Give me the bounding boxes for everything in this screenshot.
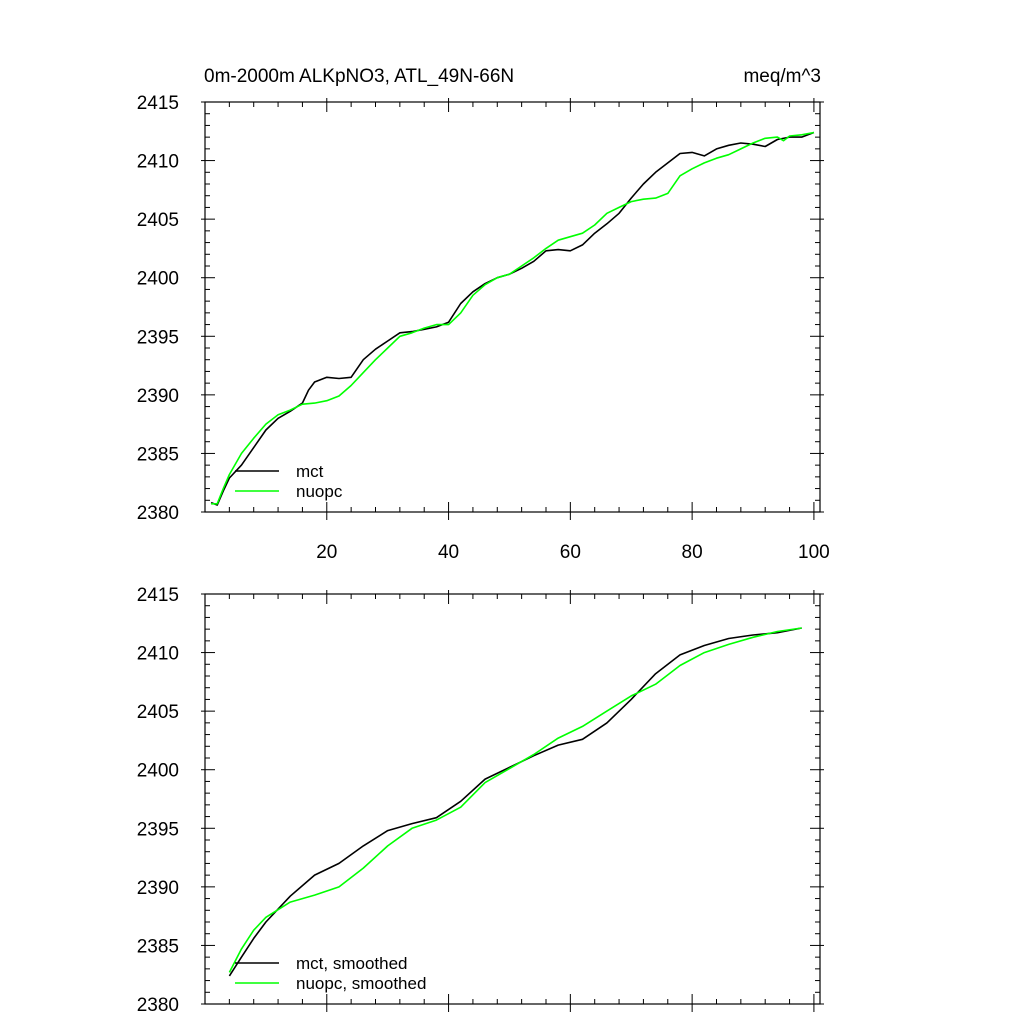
legend-label: mct: [296, 462, 324, 481]
y-tick-label: 2400: [137, 761, 179, 782]
series-line-1: [228, 627, 802, 973]
y-tick-label: 2415: [137, 585, 179, 606]
x-tick-label: 40: [438, 542, 459, 563]
series-line-1: [211, 131, 815, 505]
y-tick-label: 2405: [137, 702, 179, 723]
chart-title: 0m-2000m ALKpNO3, ATL_49N-66N: [204, 66, 514, 87]
x-tick-label: 100: [798, 542, 830, 563]
y-tick-label: 2400: [137, 269, 179, 290]
y-tick-label: 2390: [137, 878, 179, 899]
series-line-0: [210, 131, 815, 506]
legend-label: nuopc: [296, 482, 343, 501]
legend-label: mct, smoothed: [296, 954, 408, 973]
y-tick-label: 2395: [137, 327, 179, 348]
y-tick-label: 2380: [137, 995, 179, 1016]
y-tick-label: 2385: [137, 936, 179, 957]
legend-label: nuopc, smoothed: [296, 974, 426, 993]
y-tick-label: 2405: [137, 210, 179, 231]
x-tick-label: 80: [682, 542, 703, 563]
series-line-0: [228, 627, 802, 977]
y-tick-label: 2380: [137, 503, 179, 524]
y-tick-label: 2410: [137, 644, 179, 665]
x-tick-label: 20: [316, 542, 337, 563]
y-tick-label: 2415: [137, 93, 179, 114]
plot-frame: [204, 101, 821, 513]
plot-frame: [204, 593, 821, 1005]
y-tick-label: 2395: [137, 819, 179, 840]
top-panel: 2380 2385 2390 2395 2400 2405 2410 2415 20 40 60 80…: [137, 93, 830, 563]
y-tick-label: 2390: [137, 386, 179, 407]
bottom-panel: 2380 2385 2390 2395 2400 2405 2410 2415 mct, smo…: [137, 585, 824, 1016]
x-tick-label: 60: [560, 542, 581, 563]
y-tick-label: 2385: [137, 444, 179, 465]
y-tick-label: 2410: [137, 152, 179, 173]
units-label: meq/m^3: [743, 66, 821, 87]
